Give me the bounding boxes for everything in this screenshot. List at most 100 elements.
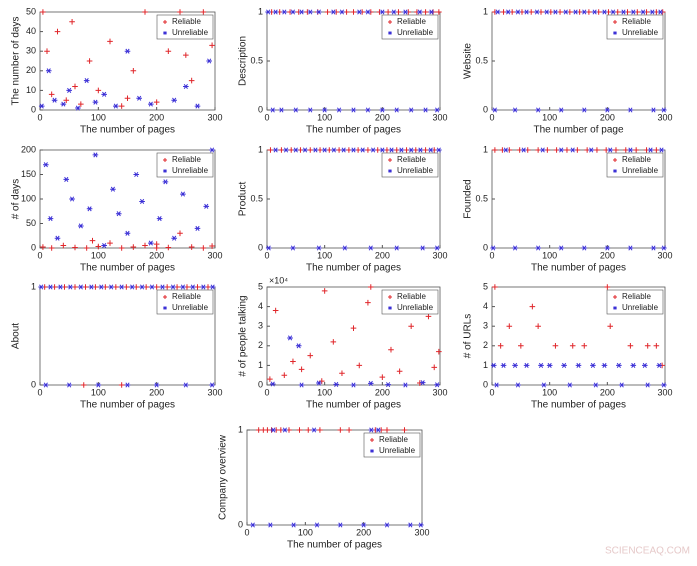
x-axis-label: The number of pages (80, 263, 175, 274)
y-axis-label: Company overview (218, 434, 229, 520)
point (110, 186, 116, 192)
y-tick-label: 3 (483, 321, 488, 331)
point (92, 152, 99, 158)
point (610, 9, 616, 15)
point (316, 245, 322, 251)
x-tick-label: 200 (149, 250, 164, 260)
point (136, 95, 142, 101)
legend-label: Unreliable (397, 166, 434, 175)
point (317, 427, 323, 433)
point (95, 87, 102, 94)
point (305, 427, 312, 433)
point (66, 382, 72, 388)
point (368, 245, 374, 251)
point (384, 427, 390, 433)
point (427, 147, 434, 153)
x-tick-label: 200 (600, 387, 615, 397)
point (518, 343, 524, 349)
point (48, 91, 55, 98)
legend-label: Reliable (172, 17, 201, 26)
point (398, 147, 405, 153)
legend-label: Unreliable (379, 446, 416, 455)
series (267, 147, 438, 153)
point (630, 362, 637, 368)
point (118, 245, 125, 251)
point (505, 9, 511, 15)
point (497, 343, 504, 349)
point (661, 245, 667, 251)
point (418, 522, 424, 528)
point (101, 91, 107, 97)
series (40, 230, 215, 251)
point (431, 364, 438, 371)
point (379, 9, 386, 15)
x-axis-label: The number of page (533, 125, 623, 136)
series (267, 284, 442, 386)
y-tick-label: 1 (483, 360, 488, 370)
point (265, 245, 272, 251)
point (267, 522, 274, 528)
x-tick-label: 300 (657, 112, 672, 122)
x-tick-label: 200 (375, 387, 390, 397)
point (360, 522, 367, 528)
point (98, 284, 105, 290)
y-tick-label: 50 (26, 6, 36, 16)
point (607, 147, 614, 153)
point (512, 245, 518, 251)
point (656, 362, 663, 368)
point (558, 245, 564, 251)
series (43, 147, 215, 249)
point (512, 362, 518, 368)
point (581, 245, 588, 251)
point (594, 147, 600, 153)
point (658, 147, 665, 153)
point (130, 68, 137, 74)
point (165, 48, 172, 54)
point (149, 284, 155, 290)
point (129, 284, 135, 290)
point (492, 107, 498, 113)
point (177, 9, 183, 15)
point (183, 52, 189, 58)
point (130, 244, 137, 250)
x-tick-label: 0 (264, 387, 269, 397)
point (644, 382, 651, 388)
y-tick-label: 0 (258, 104, 263, 114)
point (558, 147, 564, 153)
point (43, 382, 49, 388)
point (337, 522, 344, 528)
point (350, 147, 357, 153)
point (350, 325, 357, 331)
point (503, 147, 509, 153)
y-tick-label: 1 (31, 281, 36, 291)
point (48, 245, 55, 251)
legend-box (381, 152, 439, 178)
y-axis-label: About (11, 323, 22, 349)
x-axis-label: The number of pages (306, 263, 401, 274)
legend-marker (613, 306, 617, 310)
y-tick-label: 0.5 (250, 193, 263, 203)
y-axis-label: Founded (463, 179, 474, 218)
point (618, 382, 625, 388)
point (45, 68, 52, 74)
point (490, 362, 497, 368)
point (408, 107, 414, 113)
x-tick-label: 0 (37, 387, 42, 397)
y-tick-label: 30 (26, 46, 36, 56)
x-axis-label: The number of pages (531, 400, 626, 411)
point (296, 427, 303, 433)
y-tick-label: 150 (21, 169, 36, 179)
point (591, 9, 598, 15)
point (640, 9, 646, 15)
point (388, 346, 394, 353)
point (298, 382, 305, 388)
point (47, 284, 54, 290)
point (649, 9, 656, 15)
y-axis-label: # of people talking (238, 295, 249, 376)
point (75, 105, 81, 111)
point (153, 382, 160, 388)
point (44, 48, 50, 54)
series (38, 19, 212, 111)
legend-label: Reliable (172, 292, 201, 301)
